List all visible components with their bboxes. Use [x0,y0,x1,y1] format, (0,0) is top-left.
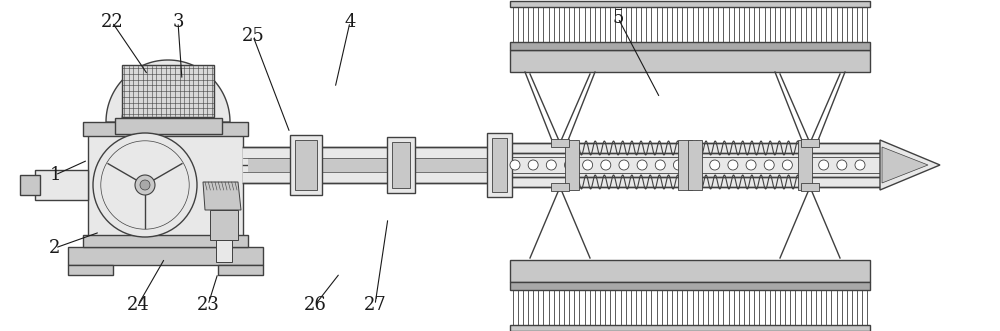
Bar [20,175,40,195]
Bar [510,260,870,282]
Circle shape [510,160,520,170]
Bar [243,147,490,183]
Bar [295,140,317,190]
Bar [122,65,214,117]
Circle shape [140,180,150,190]
Bar [801,139,819,147]
Circle shape [564,160,574,170]
Circle shape [528,160,538,170]
Polygon shape [106,60,230,122]
Circle shape [637,160,647,170]
Text: 23: 23 [197,296,219,314]
Bar [490,157,880,173]
Bar [88,125,243,255]
Bar [510,282,870,290]
Bar [510,1,870,7]
Polygon shape [882,147,928,183]
Bar [565,140,579,190]
Circle shape [655,160,665,170]
Circle shape [819,160,829,170]
Text: 1: 1 [49,166,61,184]
Circle shape [782,160,792,170]
Circle shape [692,160,702,170]
Bar [798,140,812,190]
Text: 27: 27 [364,296,386,314]
Bar [510,325,870,331]
Bar [551,139,569,147]
Circle shape [619,160,629,170]
Circle shape [837,160,847,170]
Bar [678,140,692,190]
Bar [115,118,222,134]
Bar [210,210,238,240]
Circle shape [135,175,155,195]
Circle shape [93,133,197,237]
Circle shape [855,160,865,170]
Text: 4: 4 [344,13,356,31]
Polygon shape [880,140,940,190]
Bar [83,122,248,136]
Bar [510,50,870,72]
Bar [216,240,232,262]
Circle shape [746,160,756,170]
Text: 24: 24 [127,296,149,314]
Bar [492,138,507,192]
Bar [387,137,415,193]
Circle shape [710,160,720,170]
Text: 2: 2 [49,239,61,257]
Bar [290,135,322,195]
Circle shape [601,160,611,170]
Circle shape [583,160,593,170]
Text: 3: 3 [172,13,184,31]
Circle shape [546,160,556,170]
Text: 5: 5 [612,9,624,27]
Circle shape [728,160,738,170]
Bar [83,235,248,247]
Circle shape [801,160,811,170]
Bar [68,247,263,265]
Text: 25: 25 [242,27,264,45]
Bar [392,142,410,188]
Bar [551,183,569,191]
Polygon shape [203,182,241,210]
Bar [248,158,490,172]
Bar [688,140,702,190]
Bar [510,42,870,50]
Circle shape [673,160,683,170]
Bar [68,265,113,275]
Bar [487,133,512,197]
Text: 26: 26 [304,296,326,314]
Bar [490,143,880,187]
Text: 22: 22 [101,13,123,31]
Bar [218,265,263,275]
Bar [35,170,88,200]
Bar [801,183,819,191]
Circle shape [764,160,774,170]
